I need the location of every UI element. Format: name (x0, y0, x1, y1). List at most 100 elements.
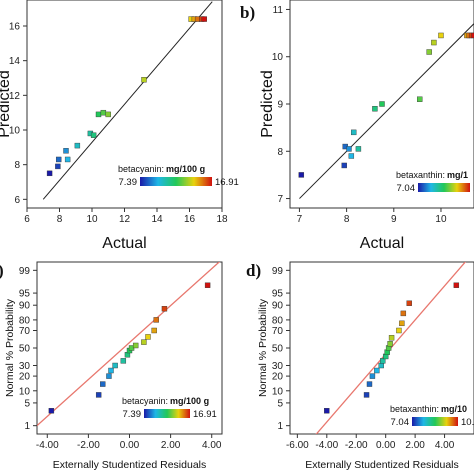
y-axis-label: Normal % Probability (4, 298, 16, 397)
legend-colorbar (412, 417, 458, 426)
data-point (396, 327, 402, 334)
x-axis-label: Externally Studentized Residuals (53, 459, 207, 471)
x-tick-label: 0.00 (120, 440, 140, 451)
x-tick-label: 8 (57, 214, 63, 225)
y-tick-label: 16 (9, 22, 21, 33)
legend-unit: mg/1 (447, 170, 468, 180)
y-axis-label: Predicted (0, 70, 13, 138)
data-point (348, 153, 355, 159)
x-tick-label: -2.00 (77, 440, 100, 451)
data-point (108, 367, 114, 374)
x-tick-label: 4.00 (435, 440, 455, 451)
data-point (95, 392, 102, 398)
panel-label: d) (246, 261, 261, 280)
x-tick-label: -2.00 (345, 440, 368, 451)
data-point (106, 373, 112, 379)
y-axis-label: Predicted (259, 70, 276, 138)
data-point (406, 300, 412, 306)
y-tick-label: 30 (272, 361, 284, 372)
legend-title: betaxanthin: (396, 170, 445, 180)
reference-line (37, 262, 221, 427)
legend-unit: mg/100 g (170, 396, 209, 406)
data-point (387, 341, 393, 347)
data-point (48, 408, 55, 414)
y-tick-label: 95 (19, 289, 31, 300)
data-point (426, 49, 432, 55)
legend-title: betaxanthin: (390, 404, 439, 414)
data-point (141, 77, 147, 83)
y-tick-label: 99 (19, 266, 31, 277)
data-point (399, 320, 405, 327)
y-axis-label: Normal % Probability (257, 298, 269, 397)
data-point (95, 111, 102, 118)
x-tick-label: 6 (24, 214, 30, 225)
x-tick-label: 4.00 (202, 440, 222, 451)
legend-max: 16.91 (215, 177, 239, 188)
plot-frame (289, 261, 474, 435)
y-tick-label: 20 (19, 372, 31, 383)
y-tick-label: 5 (277, 398, 283, 409)
x-tick-label: -4.00 (315, 440, 338, 451)
x-tick-label: 12 (119, 214, 131, 225)
data-point (100, 381, 106, 387)
legend-colorbar (418, 183, 470, 192)
y-tick-label: 6 (14, 195, 20, 206)
data-point (201, 16, 207, 22)
x-tick-label: -4.00 (36, 440, 59, 451)
x-tick-label: -6.00 (286, 440, 309, 451)
y-tick-label: 90 (19, 301, 31, 312)
data-point (145, 334, 151, 340)
legend-max: 16.91 (193, 409, 217, 420)
x-tick-label: 14 (151, 214, 163, 225)
data-point (355, 146, 362, 152)
y-tick-label: 70 (19, 326, 31, 337)
legend-min: 7.39 (123, 409, 142, 420)
data-point (46, 170, 53, 177)
y-tick-label: 20 (272, 372, 284, 383)
y-tick-label: 8 (14, 160, 20, 171)
y-tick-label: 14 (9, 56, 21, 67)
chart-panel-2: 7 8 9 10 7 8 9 10 11 Actual Predicted b) betaxanthin… (240, 0, 474, 252)
data-point (324, 408, 330, 414)
data-point (120, 358, 127, 364)
panel-label: b) (240, 3, 255, 22)
legend-title: betacyanin: (122, 396, 168, 406)
y-tick-label: 7 (277, 194, 283, 205)
data-point (346, 146, 352, 152)
data-point (153, 317, 159, 323)
y-tick-label: 10 (272, 386, 284, 397)
legend-min: 7.04 (391, 417, 410, 428)
x-axis-label: Actual (102, 235, 146, 252)
panel-label: ) (0, 261, 4, 280)
y-tick-label: 5 (24, 398, 30, 409)
x-tick-label: 18 (216, 214, 228, 225)
data-point (366, 381, 373, 387)
legend-colorbar (144, 409, 190, 418)
y-tick-label: 11 (273, 5, 284, 16)
data-point (380, 358, 386, 364)
legend-unit: mg/100 g (166, 164, 205, 174)
legend-title: betacyanin: (118, 164, 164, 174)
data-point (64, 156, 71, 163)
x-tick-label: 9 (391, 214, 397, 225)
data-point (388, 335, 395, 341)
y-tick-label: 1 (24, 421, 30, 432)
data-point (378, 362, 384, 369)
x-tick-label: 10 (435, 214, 447, 225)
y-tick-label: 30 (19, 361, 31, 372)
y-tick-label: 12 (9, 91, 21, 102)
data-point (438, 32, 444, 39)
x-axis-label: Actual (360, 235, 404, 252)
y-tick-label: 95 (272, 289, 284, 300)
y-tick-label: 99 (272, 266, 284, 277)
data-point (379, 101, 385, 107)
data-point (74, 142, 81, 149)
reference-line (299, 23, 474, 199)
data-point (100, 109, 107, 116)
data-point (132, 342, 139, 349)
y-tick-label: 10 (19, 386, 31, 397)
legend-min: 7.39 (119, 177, 138, 188)
data-point (363, 392, 370, 398)
